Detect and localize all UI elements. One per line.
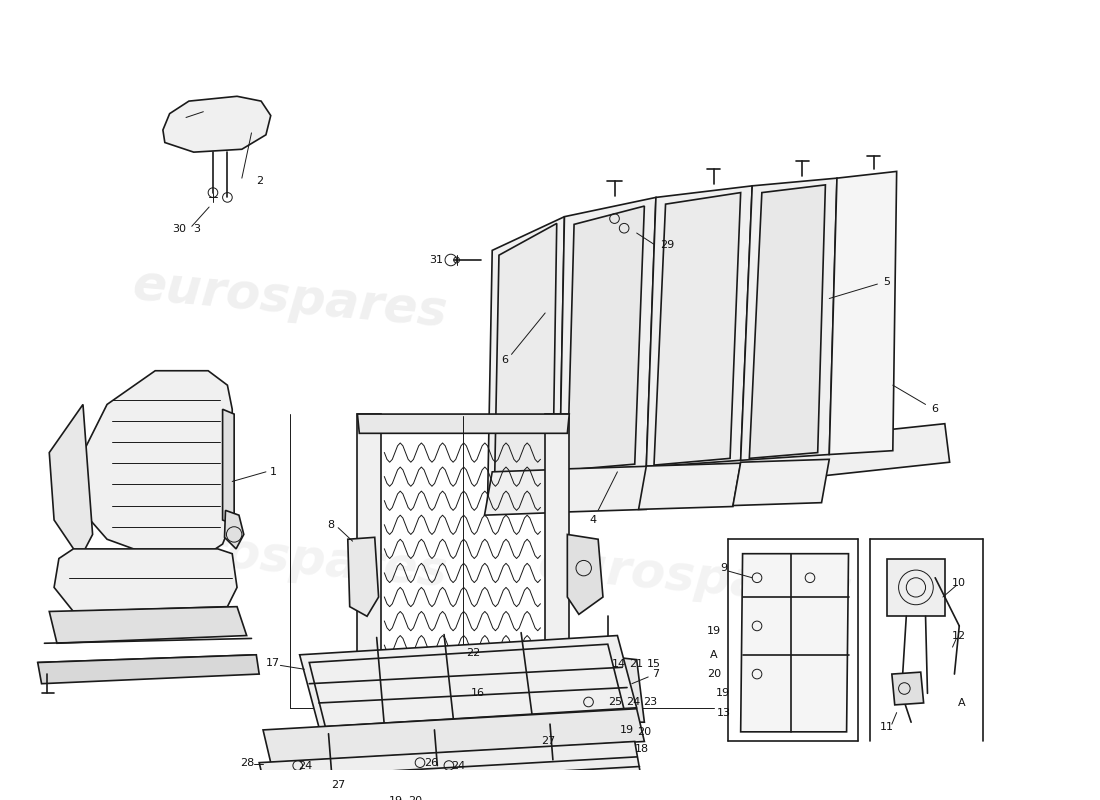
Polygon shape	[494, 223, 557, 505]
Text: 30: 30	[173, 224, 186, 234]
Text: 8: 8	[327, 520, 334, 530]
Polygon shape	[299, 635, 637, 727]
Text: 20: 20	[408, 796, 422, 800]
Text: 27: 27	[541, 737, 556, 746]
Text: eurospares: eurospares	[131, 521, 450, 596]
Polygon shape	[348, 538, 378, 616]
Polygon shape	[749, 185, 825, 458]
Text: 13: 13	[716, 707, 730, 718]
Text: eurospares: eurospares	[535, 376, 854, 452]
Text: 16: 16	[471, 688, 485, 698]
Polygon shape	[484, 469, 571, 515]
Text: 17: 17	[265, 658, 279, 667]
Polygon shape	[733, 459, 829, 506]
Text: 14: 14	[613, 659, 626, 670]
Polygon shape	[74, 370, 232, 558]
Polygon shape	[360, 674, 568, 694]
Polygon shape	[224, 510, 244, 549]
Text: 31: 31	[429, 255, 443, 265]
Polygon shape	[568, 534, 603, 614]
Polygon shape	[568, 206, 645, 470]
Polygon shape	[37, 655, 260, 684]
Text: 23: 23	[644, 697, 657, 707]
Text: A: A	[958, 698, 966, 708]
Polygon shape	[163, 96, 271, 152]
Polygon shape	[546, 414, 570, 694]
Text: 24: 24	[451, 761, 465, 770]
Text: eurospares: eurospares	[131, 261, 450, 336]
Text: 28: 28	[241, 758, 255, 768]
Text: 29: 29	[660, 239, 674, 250]
Polygon shape	[50, 606, 246, 643]
Polygon shape	[54, 549, 236, 611]
Text: 2: 2	[255, 176, 263, 186]
Text: 1: 1	[271, 467, 277, 477]
Polygon shape	[358, 414, 570, 434]
Text: 19: 19	[706, 626, 721, 636]
Polygon shape	[740, 554, 848, 732]
Polygon shape	[487, 217, 564, 510]
Polygon shape	[263, 709, 645, 762]
Text: 10: 10	[953, 578, 966, 587]
Text: 24: 24	[626, 697, 640, 707]
Text: 5: 5	[883, 277, 891, 287]
Text: eurospares: eurospares	[535, 540, 854, 615]
Text: 3: 3	[194, 224, 200, 234]
Text: 19: 19	[389, 796, 403, 800]
Text: 26: 26	[425, 758, 439, 768]
Polygon shape	[492, 424, 949, 510]
Text: 15: 15	[647, 659, 661, 670]
Text: 18: 18	[635, 744, 649, 754]
Polygon shape	[50, 405, 92, 558]
Text: 24: 24	[298, 761, 312, 770]
Text: 11: 11	[880, 722, 894, 732]
Polygon shape	[647, 186, 752, 467]
Polygon shape	[654, 193, 740, 465]
Text: A: A	[710, 650, 717, 660]
Polygon shape	[829, 171, 896, 454]
Text: 20: 20	[706, 669, 721, 679]
Text: 25: 25	[608, 697, 623, 707]
Text: 21: 21	[629, 659, 644, 670]
Polygon shape	[222, 410, 234, 525]
Polygon shape	[887, 558, 945, 616]
Text: 7: 7	[652, 669, 660, 679]
Text: 22: 22	[465, 648, 480, 658]
Polygon shape	[892, 672, 924, 705]
Text: 12: 12	[953, 630, 966, 641]
Polygon shape	[358, 414, 382, 694]
Polygon shape	[560, 198, 656, 472]
Text: 19: 19	[620, 725, 634, 735]
Polygon shape	[639, 463, 740, 510]
Polygon shape	[740, 178, 837, 460]
Text: 6: 6	[932, 404, 938, 414]
Polygon shape	[593, 655, 645, 722]
Polygon shape	[260, 742, 640, 795]
Text: 27: 27	[331, 780, 345, 790]
Polygon shape	[557, 466, 654, 512]
Text: 6: 6	[502, 355, 508, 365]
Text: 19: 19	[716, 688, 730, 698]
Text: 9: 9	[719, 563, 727, 573]
Text: 20: 20	[637, 727, 651, 737]
Text: 4: 4	[590, 515, 597, 525]
